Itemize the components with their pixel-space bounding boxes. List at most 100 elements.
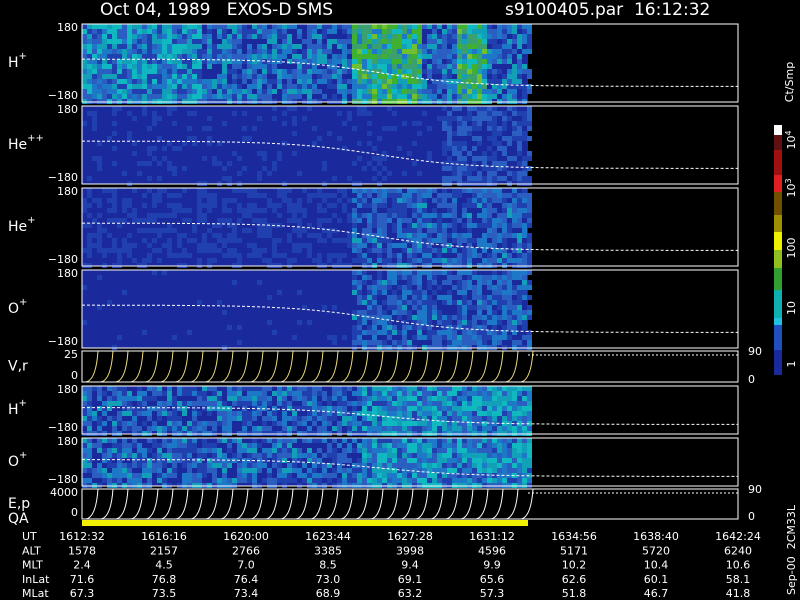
spectrogram-cell [377, 171, 382, 176]
spectrogram-cell [357, 463, 362, 468]
spectrogram-cell [342, 438, 347, 443]
spectrogram-cell [282, 89, 287, 94]
spectrogram-cell [107, 94, 112, 99]
spectrogram-cell [162, 64, 167, 69]
spectrogram-cell [257, 79, 262, 84]
spectrogram-cell [202, 468, 207, 473]
trace-line [82, 459, 738, 477]
spectrogram-cell [227, 54, 232, 59]
spectrogram-cell [492, 49, 497, 54]
spectrogram-cell [377, 426, 382, 431]
spectrogram-cell [252, 468, 257, 473]
spectrogram-cell [417, 421, 422, 426]
spectrogram-cell [87, 448, 92, 453]
spectrogram-cell [127, 448, 132, 453]
angle-curve [85, 488, 99, 520]
spectrogram-cell [212, 248, 217, 253]
spectrogram-cell [157, 29, 162, 34]
spectrogram-cell [452, 468, 457, 473]
spectrogram-cell [392, 310, 397, 315]
spectrogram-cell [417, 39, 422, 44]
spectrogram-cell [402, 426, 407, 431]
spectrogram-cell [172, 49, 177, 54]
spectrogram-cell [162, 453, 167, 458]
spectrogram-cell [207, 468, 212, 473]
spectrogram-cell [352, 54, 357, 59]
spectrogram-cell [442, 335, 447, 340]
spectrogram-cell [432, 411, 437, 416]
spectrogram-cell [522, 213, 527, 218]
spectrogram-cell [177, 253, 182, 258]
spectrogram-cell [482, 315, 487, 320]
tick-bottom: −180 [48, 473, 78, 486]
spectrogram-cell [272, 203, 277, 208]
spectrogram-cell [167, 243, 172, 248]
spectrogram-cell [237, 258, 242, 263]
spectrogram-cell [347, 64, 352, 69]
panel-label: V,r [8, 359, 28, 375]
spectrogram-cell [402, 478, 407, 483]
spectrogram-cell [362, 59, 367, 64]
spectrogram-cell [517, 401, 522, 406]
spectrogram-cell [522, 310, 527, 315]
spectrogram-cell [152, 39, 157, 44]
spectrogram-cell [417, 131, 422, 136]
spectrogram-cell [272, 208, 277, 213]
panel-label: H+ [8, 51, 27, 71]
spectrogram-cell [197, 473, 202, 478]
spectrogram-cell [317, 218, 322, 223]
spectrogram-cell [267, 198, 272, 203]
spectrogram-cell [142, 453, 147, 458]
spectrogram-cell [427, 426, 432, 431]
spectrogram-cell [87, 24, 92, 29]
spectrogram-cell [507, 69, 512, 74]
spectrogram-cell [287, 39, 292, 44]
spectrogram-cell [407, 84, 412, 89]
spectrogram-cell [512, 106, 517, 111]
spectrogram-cell [267, 386, 272, 391]
spectrogram-cell [122, 396, 127, 401]
spectrogram-cell [277, 151, 282, 156]
spectrogram-cell [82, 443, 87, 448]
spectrogram-cell [387, 300, 392, 305]
label-base: O [8, 301, 19, 317]
spectrogram-cell [327, 258, 332, 263]
spectrogram-cell [502, 203, 507, 208]
spectrogram-cell [487, 473, 492, 478]
file-info: s9100405.par 16:12:32 [505, 0, 710, 20]
spectrogram-cell [487, 258, 492, 263]
spectrogram-cell [272, 39, 277, 44]
spectrogram-cell [137, 54, 142, 59]
spectrogram-cell [162, 34, 167, 39]
spectrogram-cell [472, 161, 477, 166]
spectrogram-cell [522, 176, 527, 181]
spectrogram-cell [407, 223, 412, 228]
spectrogram-cell [447, 421, 452, 426]
spectrogram-cell [317, 463, 322, 468]
spectrogram-cell [527, 193, 532, 198]
spectrogram-cell [312, 406, 317, 411]
spectrogram-cell [197, 248, 202, 253]
spectrogram-cell [517, 218, 522, 223]
spectrogram-cell [477, 310, 482, 315]
spectrogram-cell [377, 161, 382, 166]
spectrogram-cell [477, 463, 482, 468]
spectrogram-cell [322, 29, 327, 34]
spectrogram-cell [472, 188, 477, 193]
spectrogram-cell [522, 49, 527, 54]
spectrogram-cell [427, 473, 432, 478]
spectrogram-cell [187, 453, 192, 458]
spectrogram-cell [422, 243, 427, 248]
spectrogram-cell [372, 89, 377, 94]
spectrogram-cell [332, 411, 337, 416]
spectrogram-cell [522, 161, 527, 166]
spectrogram-cell [167, 443, 172, 448]
spectrogram-cell [262, 24, 267, 29]
spectrogram-cell [332, 426, 337, 431]
spectrogram-cell [402, 238, 407, 243]
spectrogram-cell [507, 411, 512, 416]
spectrogram-cell [107, 84, 112, 89]
spectrogram-cell [417, 188, 422, 193]
spectrogram-cell [502, 243, 507, 248]
spectrogram-cell [497, 416, 502, 421]
